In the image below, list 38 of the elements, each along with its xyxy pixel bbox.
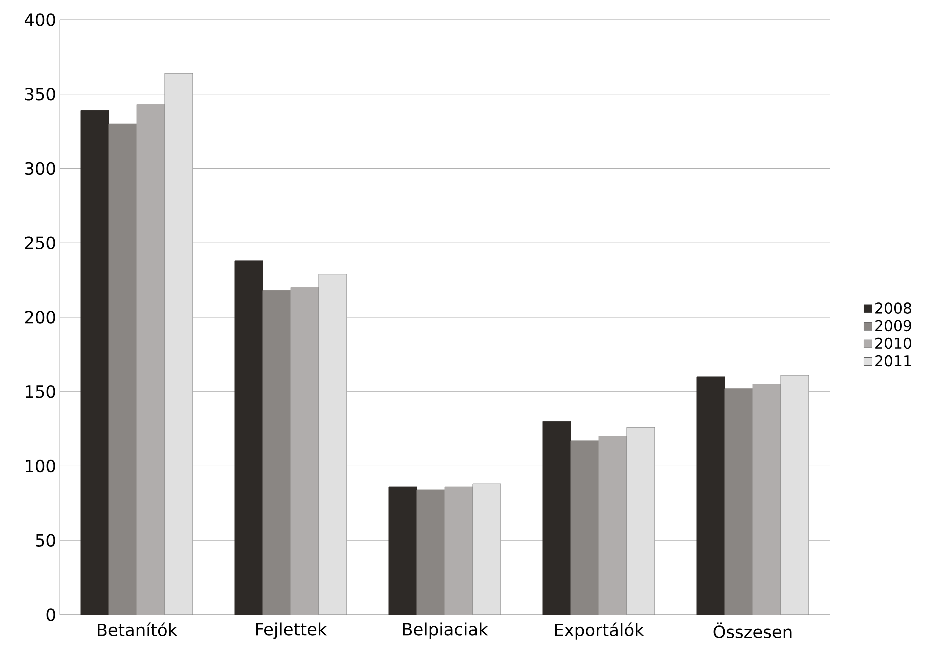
legend-label: 2008 (876, 302, 912, 314)
bar (388, 486, 418, 616)
y-tick-label: 350 (25, 88, 56, 101)
bar (290, 287, 320, 616)
bar (780, 375, 810, 616)
y-tick-label: 50 (36, 534, 56, 548)
y-tick-label: 100 (26, 460, 56, 473)
bar (752, 384, 782, 616)
bar (234, 260, 264, 616)
legend-label: 2010 (876, 338, 912, 350)
y-tick-label: 150 (26, 385, 56, 398)
bar (626, 427, 656, 616)
x-tick-label: Betanítók (98, 622, 178, 637)
bar (598, 436, 628, 616)
y-tick-label: 300 (25, 162, 56, 176)
bar (80, 110, 110, 616)
bar (542, 421, 572, 616)
bar (444, 486, 474, 616)
x-tick-label: Összesen (714, 622, 792, 638)
bar (318, 274, 348, 616)
x-tick-label: Exportálók (555, 622, 644, 640)
bar (164, 73, 194, 616)
bar (570, 440, 600, 616)
legend-label: 2011 (876, 355, 912, 367)
bar (724, 388, 754, 616)
bar (696, 376, 726, 616)
y-tick-label: 0 (46, 608, 56, 622)
bar (416, 490, 446, 616)
y-tick-label: 200 (25, 311, 56, 324)
bar (262, 290, 292, 616)
legend-label: 2009 (876, 320, 912, 332)
bar (472, 484, 502, 616)
bar (108, 124, 138, 616)
y-tick-label: 250 (25, 236, 56, 250)
bar (136, 104, 166, 616)
x-tick-label: Belpiaciak (403, 622, 488, 640)
y-tick-label: 400 (24, 14, 56, 26)
x-tick-label: Fejlettek (256, 622, 328, 640)
